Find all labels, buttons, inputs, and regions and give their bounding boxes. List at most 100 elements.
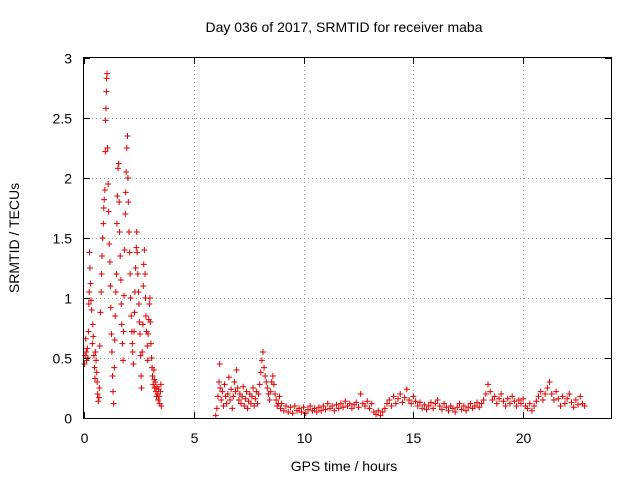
- data-point: [412, 398, 419, 405]
- data-point: [259, 349, 266, 355]
- data-point: [141, 247, 148, 253]
- data-point: [575, 401, 582, 408]
- data-point: [135, 289, 142, 295]
- data-point: [581, 403, 588, 409]
- data-point: [104, 145, 111, 151]
- data-point: [493, 400, 500, 407]
- data-point: [438, 406, 445, 413]
- data-point: [395, 395, 402, 402]
- data-point: [386, 397, 393, 403]
- data-point: [476, 404, 483, 411]
- data-point: [346, 400, 353, 407]
- data-point: [410, 393, 417, 400]
- data-point: [137, 352, 144, 359]
- data-point: [423, 406, 430, 413]
- data-point: [250, 385, 257, 391]
- data-point: [436, 403, 443, 409]
- data-point: [124, 133, 131, 139]
- data-point: [254, 400, 261, 407]
- data-point: [116, 229, 123, 235]
- data-point: [89, 321, 96, 328]
- data-point: [489, 397, 496, 403]
- data-point: [392, 400, 399, 407]
- data-point: [375, 407, 382, 414]
- data-point: [340, 404, 347, 411]
- data-point: [502, 403, 509, 409]
- data-point: [104, 70, 111, 77]
- data-point: [156, 393, 163, 400]
- data-point: [99, 253, 106, 259]
- data-point: [555, 395, 562, 402]
- data-point: [124, 175, 131, 181]
- grid-lines: [84, 58, 611, 418]
- data-point: [231, 379, 238, 385]
- data-point: [146, 301, 153, 307]
- data-point: [131, 309, 138, 316]
- data-point: [270, 381, 277, 388]
- data-point: [127, 295, 134, 301]
- data-point: [91, 375, 98, 382]
- data-point: [474, 399, 481, 406]
- data-point: [272, 391, 279, 397]
- data-point: [388, 403, 395, 409]
- data-point: [105, 181, 112, 187]
- data-point: [463, 407, 470, 414]
- data-point: [212, 412, 219, 419]
- data-point: [139, 321, 146, 328]
- data-point: [478, 400, 485, 407]
- data-point: [105, 208, 112, 215]
- data-point: [480, 397, 487, 403]
- x-tick-label: 5: [191, 430, 199, 446]
- data-point: [122, 189, 129, 196]
- data-point: [333, 401, 340, 408]
- data-point: [322, 406, 329, 413]
- data-point: [458, 406, 465, 413]
- data-point: [368, 400, 375, 407]
- data-point: [364, 398, 371, 405]
- data-point: [408, 400, 415, 407]
- data-point: [239, 393, 246, 400]
- data-point: [116, 199, 123, 205]
- data-point: [100, 220, 107, 227]
- data-point: [129, 349, 136, 355]
- data-point: [224, 391, 231, 397]
- data-point: [145, 331, 152, 337]
- data-point: [138, 385, 145, 391]
- data-point: [223, 400, 230, 407]
- data-point: [155, 397, 162, 403]
- data-point: [546, 379, 553, 385]
- data-point: [304, 406, 311, 413]
- data-point: [92, 349, 99, 355]
- data-point: [362, 403, 369, 409]
- data-point: [485, 381, 492, 388]
- data-point: [539, 397, 546, 403]
- data-point: [403, 386, 410, 393]
- data-point: [90, 333, 97, 340]
- data-point: [213, 405, 220, 412]
- data-point: [257, 369, 264, 376]
- data-point: [550, 397, 557, 403]
- data-point: [381, 405, 388, 412]
- data-point: [120, 357, 127, 364]
- data-point: [142, 271, 149, 277]
- data-point: [390, 393, 397, 400]
- data-point: [102, 117, 109, 124]
- data-point: [570, 404, 577, 411]
- data-point: [219, 388, 226, 395]
- data-point: [127, 271, 134, 277]
- data-point: [144, 343, 151, 349]
- data-point: [117, 253, 124, 259]
- data-point: [95, 398, 102, 405]
- data-point: [111, 364, 118, 371]
- data-point: [220, 403, 227, 409]
- data-point: [291, 403, 298, 409]
- data-point: [89, 340, 96, 347]
- data-point: [101, 196, 108, 203]
- data-point: [285, 409, 292, 415]
- data-point: [218, 397, 225, 403]
- data-point: [136, 319, 143, 325]
- data-point: [227, 397, 234, 403]
- data-point: [559, 393, 566, 400]
- data-point: [315, 404, 322, 411]
